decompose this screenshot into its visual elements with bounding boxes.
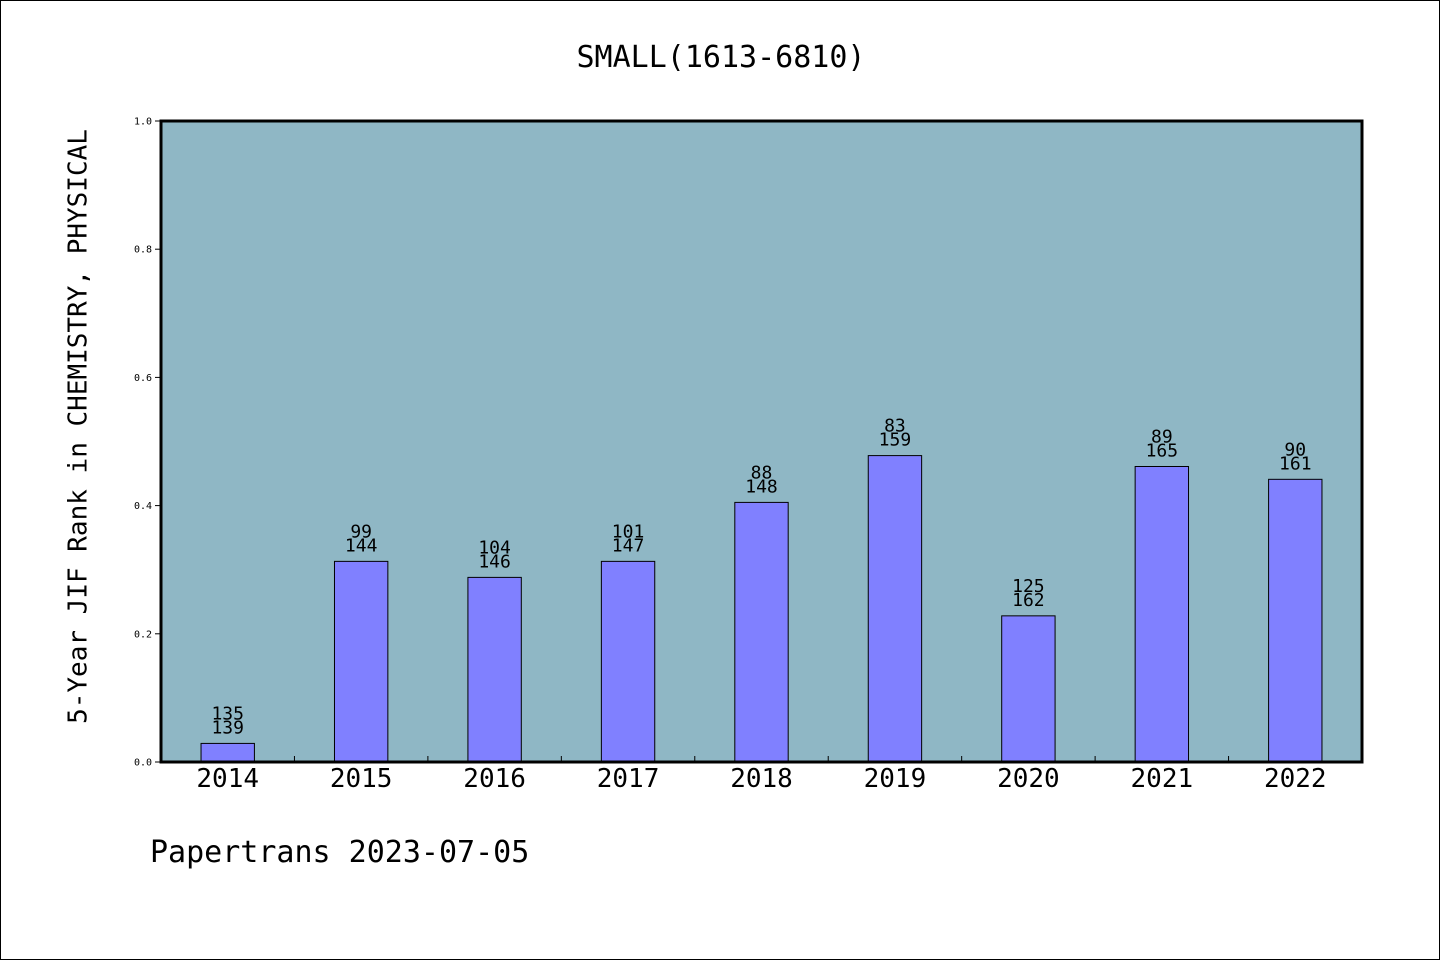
data-label-total: 165	[1146, 440, 1179, 461]
plot-border	[159, 119, 1364, 764]
data-label-total: 162	[1012, 590, 1045, 611]
data-label-rank: 104	[478, 537, 511, 558]
data-label-rank: 99	[350, 521, 372, 542]
x-tick-label: 2022	[1264, 764, 1327, 794]
bar	[600, 560, 656, 763]
bar	[333, 560, 389, 763]
bar	[867, 455, 923, 763]
y-tick-label: 0.4	[134, 501, 152, 512]
x-tick-label: 2015	[330, 764, 393, 794]
x-tick-label: 2019	[864, 764, 927, 794]
bar	[1001, 615, 1056, 763]
data-label-total: 139	[211, 717, 244, 738]
bar	[1268, 478, 1323, 763]
x-tick-label: 2018	[730, 764, 793, 794]
chart-title: SMALL(1613-6810)	[577, 40, 866, 75]
y-tick-label: 0.8	[134, 245, 152, 256]
y-tick-label: 1.0	[134, 117, 152, 128]
x-tick-label: 2014	[196, 764, 259, 794]
x-tick-label: 2021	[1131, 764, 1194, 794]
data-label-total: 159	[879, 430, 912, 451]
bar	[200, 742, 255, 763]
x-tick-label: 2016	[463, 764, 526, 794]
data-label-total: 144	[345, 535, 378, 556]
x-tick-label: 2017	[597, 764, 660, 794]
footer-text: Papertrans 2023-07-05	[150, 835, 530, 870]
y-tick-label: 0.0	[134, 758, 152, 769]
data-label-rank: 88	[751, 462, 773, 483]
data-label-total: 148	[745, 476, 778, 497]
bar	[1134, 465, 1190, 763]
bar	[734, 501, 789, 763]
data-label-rank: 101	[612, 521, 645, 542]
data-label-rank: 83	[884, 416, 906, 437]
y-tick-label: 0.2	[134, 629, 152, 640]
data-label-total: 146	[478, 551, 511, 572]
data-label-rank: 89	[1151, 426, 1173, 447]
data-label-rank: 125	[1012, 576, 1045, 597]
data-label-total: 161	[1279, 453, 1312, 474]
y-tick-label: 0.6	[134, 373, 152, 384]
y-axis-label: 5-Year JIF Rank in CHEMISTRY, PHYSICAL	[64, 129, 94, 724]
data-label-rank: 90	[1284, 439, 1306, 460]
x-tick-label: 2020	[997, 764, 1060, 794]
data-label-rank: 135	[211, 703, 244, 724]
bar	[467, 576, 522, 763]
data-label-total: 147	[612, 535, 645, 556]
